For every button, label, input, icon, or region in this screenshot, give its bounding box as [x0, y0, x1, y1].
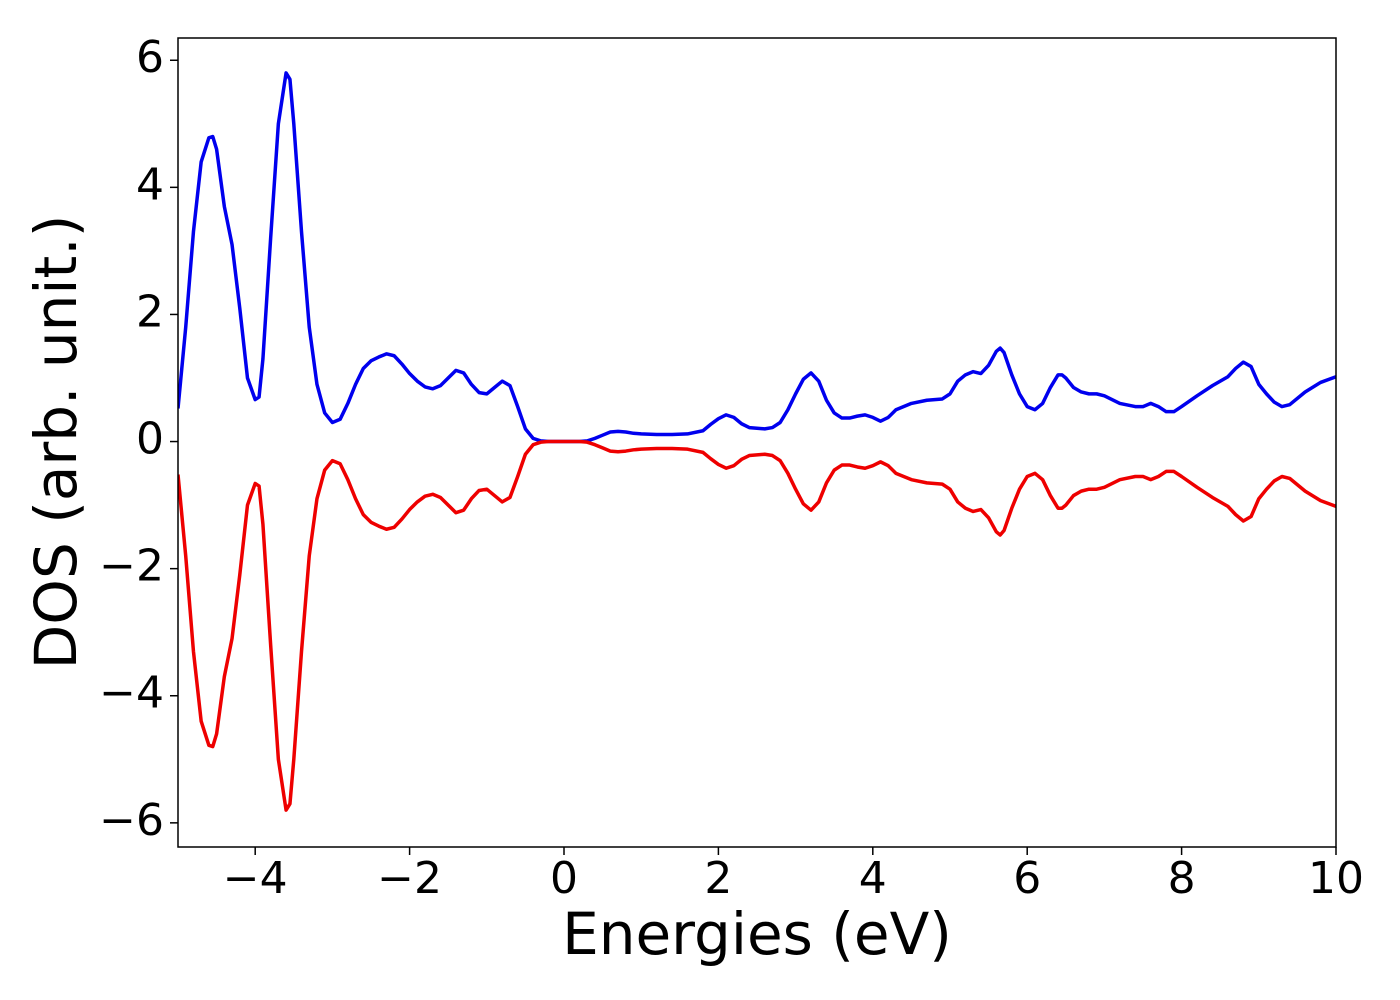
x-tick-label: 2 [704, 853, 732, 904]
x-tick-label: 0 [550, 853, 578, 904]
y-tick-label: −4 [99, 668, 164, 719]
y-axis-label: DOS (arb. unit.) [22, 215, 90, 670]
x-tick-label: −4 [223, 853, 288, 904]
x-tick-label: −2 [377, 853, 442, 904]
x-tick-label: 8 [1168, 853, 1196, 904]
x-axis-label: Energies (eV) [562, 900, 952, 968]
y-tick-label: −2 [99, 541, 164, 592]
x-tick-label: 4 [859, 853, 887, 904]
line-series [178, 71, 1336, 444]
x-tick-label: 10 [1308, 853, 1364, 904]
y-tick-label: 4 [136, 159, 164, 210]
x-tick-label: 6 [1013, 853, 1041, 904]
line-series [178, 439, 1336, 812]
y-tick-label: 2 [136, 286, 164, 337]
y-tick-label: −6 [99, 795, 164, 846]
y-tick-label: 0 [136, 414, 164, 465]
y-tick-label: 6 [136, 32, 164, 83]
plot-frame [177, 37, 1337, 848]
